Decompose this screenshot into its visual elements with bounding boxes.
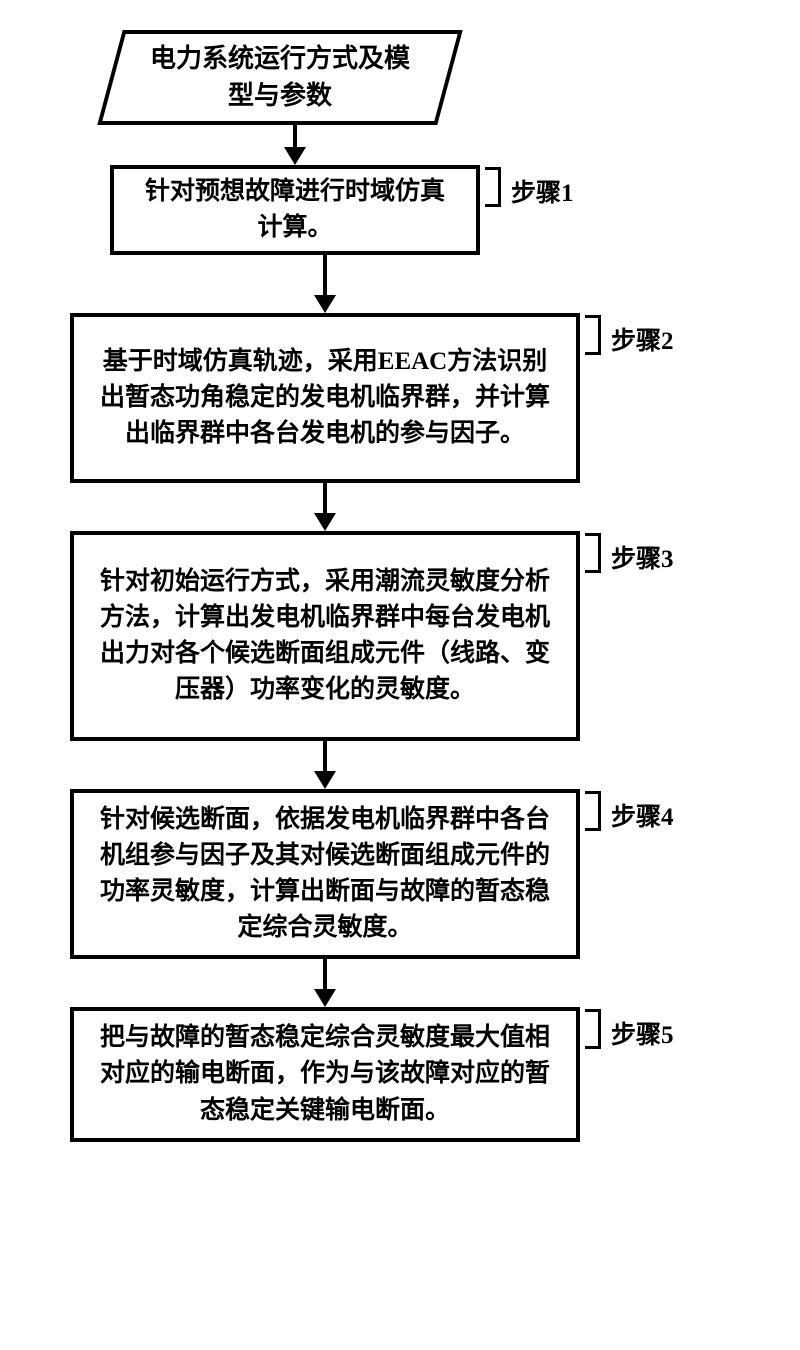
bracket-icon — [585, 1009, 601, 1049]
arrow-line — [323, 959, 327, 993]
step-5-text: 把与故障的暂态稳定综合灵敏度最大值相对应的输电断面，作为与该故障对应的暂态稳定关… — [94, 1020, 556, 1129]
arrow-2 — [70, 483, 580, 531]
step-1-label: 步骤1 — [511, 173, 574, 209]
step-2-label: 步骤2 — [611, 321, 674, 357]
step-1-box: 针对预想故障进行时域仿真计算。 — [110, 165, 480, 255]
step-3-text: 针对初始运行方式，采用潮流灵敏度分析方法，计算出发电机临界群中每台发电机出力对各… — [94, 564, 556, 709]
bracket-icon — [485, 167, 501, 207]
bracket-icon — [585, 791, 601, 831]
step-2-box: 基于时域仿真轨迹，采用EEAC方法识别出暂态功角稳定的发电机临界群，并计算出临界… — [70, 313, 580, 483]
step-5-box: 把与故障的暂态稳定综合灵敏度最大值相对应的输电断面，作为与该故障对应的暂态稳定关… — [70, 1007, 580, 1142]
step-2-text: 基于时域仿真轨迹，采用EEAC方法识别出暂态功角稳定的发电机临界群，并计算出临界… — [94, 344, 556, 453]
bracket-icon — [585, 315, 601, 355]
step-5-label: 步骤5 — [611, 1015, 674, 1051]
step-1-text: 针对预想故障进行时域仿真计算。 — [134, 174, 456, 247]
arrow-head-icon — [314, 989, 336, 1007]
arrow-head-icon — [314, 513, 336, 531]
step-4-box: 针对候选断面，依据发电机临界群中各台机组参与因子及其对候选断面组成元件的功率灵敏… — [70, 789, 580, 959]
arrow-head-icon — [314, 295, 336, 313]
bracket-icon — [585, 533, 601, 573]
arrow-4 — [70, 959, 580, 1007]
flowchart-container: 电力系统运行方式及模型与参数 针对预想故障进行时域仿真计算。 步骤1 基于时域仿… — [70, 30, 730, 1142]
step-3-box: 针对初始运行方式，采用潮流灵敏度分析方法，计算出发电机临界群中每台发电机出力对各… — [70, 531, 580, 741]
step-4-text: 针对候选断面，依据发电机临界群中各台机组参与因子及其对候选断面组成元件的功率灵敏… — [94, 802, 556, 947]
input-text: 电力系统运行方式及模型与参数 — [110, 30, 450, 125]
arrow-line — [323, 255, 327, 299]
step-3-label: 步骤3 — [611, 539, 674, 575]
arrow-line — [323, 741, 327, 775]
arrow-line — [323, 483, 327, 517]
step-4-label: 步骤4 — [611, 797, 674, 833]
flowchart-input: 电力系统运行方式及模型与参数 — [110, 30, 450, 125]
arrow-3 — [70, 741, 580, 789]
arrow-0 — [110, 125, 480, 165]
arrow-1 — [70, 255, 580, 313]
arrow-head-icon — [314, 771, 336, 789]
arrow-head-icon — [284, 147, 306, 165]
